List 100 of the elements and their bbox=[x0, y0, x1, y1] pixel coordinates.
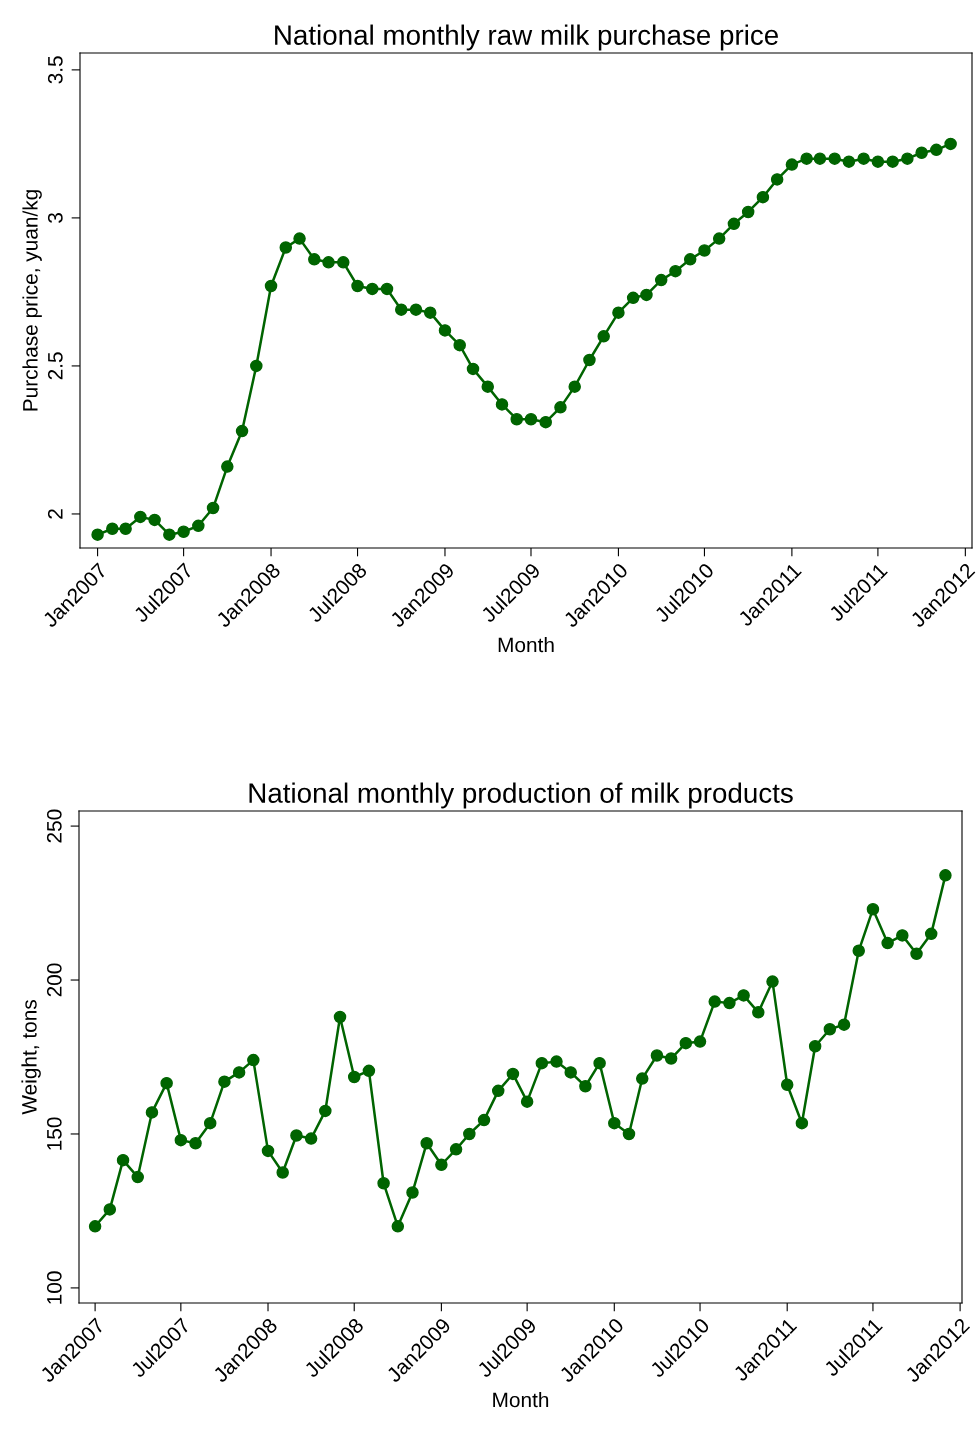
point bbox=[116, 1153, 130, 1167]
chart-title: National monthly production of milk products bbox=[249, 782, 793, 809]
point bbox=[622, 1127, 636, 1141]
point bbox=[491, 1084, 505, 1098]
point bbox=[103, 1203, 117, 1216]
point bbox=[852, 944, 865, 958]
point bbox=[247, 1053, 260, 1067]
point bbox=[944, 137, 957, 151]
point bbox=[564, 1066, 577, 1079]
point bbox=[650, 1049, 664, 1062]
point bbox=[449, 1143, 463, 1156]
point bbox=[612, 306, 625, 319]
y-axis-title: Purchase price, yuan/kg bbox=[22, 190, 42, 411]
point bbox=[664, 1052, 678, 1065]
point bbox=[463, 1127, 476, 1141]
point bbox=[366, 282, 379, 296]
point bbox=[597, 330, 610, 343]
point bbox=[669, 264, 682, 278]
point bbox=[134, 510, 147, 524]
point bbox=[554, 401, 567, 414]
y-axis-title: Weight, tons bbox=[21, 1000, 41, 1115]
point bbox=[304, 1132, 318, 1145]
point bbox=[145, 1106, 159, 1119]
point bbox=[737, 989, 750, 1002]
point bbox=[608, 1116, 621, 1130]
point bbox=[264, 279, 278, 293]
point bbox=[362, 1064, 376, 1078]
point bbox=[708, 995, 721, 1008]
point bbox=[481, 380, 494, 393]
point bbox=[276, 1166, 289, 1179]
point bbox=[279, 241, 293, 254]
x-axis-title: Month bbox=[493, 1392, 549, 1408]
point bbox=[770, 173, 784, 186]
point bbox=[881, 936, 894, 950]
y-tick-label: 150 bbox=[46, 1117, 62, 1150]
point bbox=[221, 460, 234, 473]
point bbox=[506, 1067, 520, 1081]
point bbox=[524, 412, 538, 426]
point bbox=[438, 324, 452, 337]
point bbox=[148, 513, 161, 527]
point bbox=[377, 1176, 390, 1190]
point bbox=[866, 902, 880, 916]
point bbox=[322, 256, 335, 269]
point bbox=[723, 996, 736, 1010]
point bbox=[119, 522, 132, 536]
point bbox=[250, 359, 263, 373]
point bbox=[420, 1136, 433, 1150]
point bbox=[756, 190, 770, 204]
point bbox=[800, 152, 813, 165]
point bbox=[539, 415, 552, 429]
point bbox=[337, 256, 350, 269]
y-tick-label: 2.5 bbox=[47, 352, 63, 380]
point bbox=[766, 975, 779, 988]
y-tick-label: 250 bbox=[46, 809, 62, 843]
point bbox=[823, 1023, 837, 1036]
point bbox=[780, 1078, 794, 1091]
y-tick-label: 3.5 bbox=[47, 56, 63, 84]
point bbox=[698, 244, 711, 257]
point bbox=[177, 525, 190, 538]
point bbox=[409, 303, 423, 316]
point bbox=[293, 232, 306, 245]
point bbox=[290, 1129, 303, 1142]
point bbox=[192, 519, 205, 533]
point bbox=[910, 947, 923, 961]
point bbox=[915, 146, 928, 160]
point bbox=[924, 927, 938, 941]
point bbox=[813, 152, 827, 165]
point bbox=[477, 1113, 491, 1127]
point bbox=[435, 1158, 448, 1172]
point bbox=[106, 522, 119, 536]
point bbox=[752, 1006, 765, 1019]
x-axis-title: Month bbox=[498, 637, 554, 653]
point bbox=[901, 152, 914, 165]
point bbox=[535, 1056, 549, 1070]
point bbox=[91, 528, 104, 541]
point bbox=[712, 232, 726, 245]
point bbox=[520, 1095, 534, 1108]
point bbox=[218, 1075, 231, 1088]
point bbox=[727, 217, 741, 231]
point bbox=[453, 338, 466, 352]
point bbox=[423, 306, 437, 319]
point bbox=[828, 152, 841, 165]
point bbox=[131, 1170, 144, 1184]
point bbox=[795, 1116, 809, 1130]
point bbox=[495, 398, 509, 411]
point bbox=[568, 380, 581, 393]
point bbox=[333, 1010, 347, 1024]
point bbox=[679, 1036, 693, 1050]
point bbox=[406, 1186, 419, 1199]
point bbox=[347, 1070, 361, 1084]
point bbox=[380, 282, 394, 296]
point bbox=[206, 501, 220, 515]
point bbox=[174, 1133, 188, 1147]
point bbox=[395, 303, 408, 316]
point bbox=[741, 205, 755, 219]
point bbox=[189, 1136, 202, 1150]
point bbox=[654, 273, 668, 287]
point bbox=[88, 1220, 102, 1233]
chart-title: National monthly raw milk purchase price bbox=[275, 24, 778, 51]
point bbox=[871, 155, 885, 168]
